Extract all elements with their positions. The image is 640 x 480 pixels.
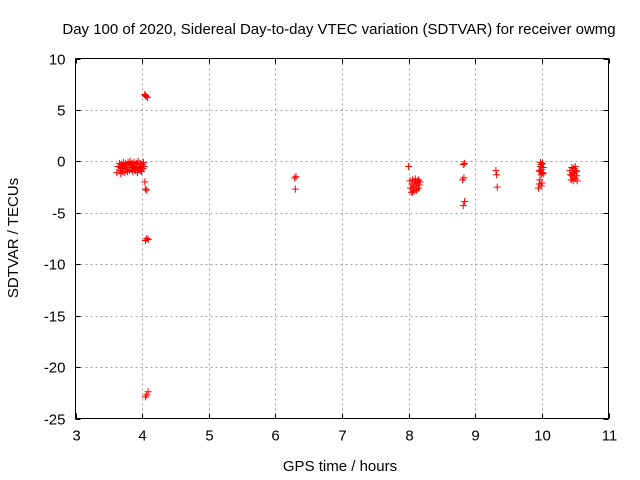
x-tick-label: 11 — [602, 428, 618, 445]
tick-labels: 3 4 5 6 7 8 9 10 11 10 5 0 -5 -10 -15 -20 -25 — [44, 52, 617, 445]
data-point-marker — [415, 176, 423, 184]
data-point-marker — [143, 391, 151, 399]
y-tick-label: 5 — [57, 103, 65, 120]
y-tick-label: -5 — [52, 206, 65, 223]
data-point-marker — [572, 167, 580, 175]
y-tick-label: 10 — [49, 52, 66, 69]
x-tick-label: 5 — [205, 428, 213, 445]
y-tick-label: -10 — [44, 257, 66, 274]
data-point-marker — [133, 159, 141, 167]
data-point-marker — [117, 164, 125, 172]
data-point-marker — [535, 167, 543, 175]
data-point-marker — [143, 235, 151, 242]
chart-title: Day 100 of 2020, Sidereal Day-to-day VTE… — [62, 21, 615, 38]
data-point-marker — [537, 182, 545, 190]
data-point-marker — [137, 168, 145, 176]
data-point-marker — [125, 160, 133, 168]
data-point-marker — [141, 185, 149, 193]
data-point-marker — [459, 202, 467, 210]
data-point-marker — [291, 174, 299, 182]
x-tick-label: 6 — [271, 428, 279, 445]
data-point-marker — [571, 163, 579, 170]
data-point-marker — [459, 160, 467, 168]
data-point-marker — [405, 163, 413, 170]
data-point-marker — [143, 186, 151, 194]
data-point-marker — [292, 173, 300, 181]
data-point-marker — [461, 197, 469, 205]
grid-lines — [75, 58, 609, 419]
data-point-marker — [460, 174, 468, 182]
data-point-marker — [142, 93, 150, 101]
data-point-marker — [461, 159, 469, 167]
data-point-marker — [539, 170, 547, 178]
data-point-marker — [140, 163, 148, 170]
data-point-marker — [144, 236, 152, 244]
data-point-marker — [141, 178, 149, 186]
plot-frame — [75, 58, 609, 419]
data-point-marker — [538, 179, 546, 187]
y-tick-label: -25 — [44, 412, 66, 429]
y-tick-label: -15 — [44, 309, 66, 326]
data-point-marker — [539, 159, 547, 167]
x-tick-label: 10 — [534, 428, 551, 445]
axis-ticks — [75, 58, 610, 420]
data-point-marker — [409, 188, 417, 196]
data-point-marker — [539, 164, 547, 172]
data-point-marker — [121, 161, 129, 169]
data-point-marker — [129, 164, 137, 172]
x-tick-label: 9 — [471, 428, 479, 445]
data-point-marker — [573, 168, 581, 176]
data-point-marker — [291, 185, 299, 193]
y-tick-label: 0 — [57, 154, 65, 171]
x-tick-label: 8 — [405, 428, 413, 445]
x-tick-label: 4 — [138, 428, 146, 445]
data-point-marker — [568, 172, 576, 180]
x-tick-label: 3 — [72, 428, 80, 445]
data-point-marker — [415, 181, 423, 189]
data-point-marker — [413, 185, 421, 193]
data-point-marker — [492, 167, 500, 175]
data-point-marker — [141, 92, 149, 100]
data-point-marker — [137, 167, 145, 175]
data-point-marker — [144, 388, 152, 396]
data-point-marker — [569, 177, 577, 185]
y-axis-label: SDTVAR / TECUs — [5, 178, 22, 298]
x-axis-label: GPS time / hours — [283, 458, 397, 475]
data-points — [113, 91, 581, 401]
data-point-marker — [139, 158, 147, 166]
data-point-marker — [493, 171, 501, 179]
data-point-marker — [493, 183, 501, 191]
x-tick-label: 7 — [338, 428, 346, 445]
y-tick-label: -20 — [44, 360, 66, 377]
